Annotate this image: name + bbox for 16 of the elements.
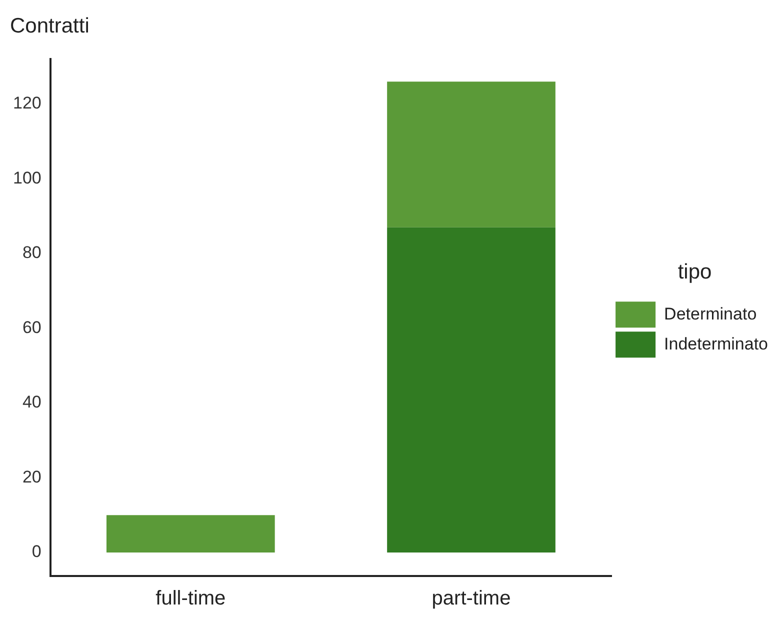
chart-title: Contratti bbox=[10, 14, 90, 38]
x-tick-label: full-time bbox=[156, 588, 226, 610]
bar bbox=[387, 82, 556, 228]
y-tick-label: 40 bbox=[22, 392, 42, 412]
y-tick-label: 0 bbox=[32, 542, 42, 562]
legend-label: Indeterminato bbox=[664, 334, 768, 354]
bar bbox=[106, 515, 275, 552]
legend-title: tipo bbox=[678, 260, 712, 284]
y-tick-label: 120 bbox=[12, 94, 42, 113]
bar bbox=[387, 227, 556, 552]
y-tick-label: 60 bbox=[22, 318, 42, 337]
y-tick-label: 80 bbox=[22, 243, 42, 262]
y-tick-label: 20 bbox=[22, 467, 42, 486]
legend-label: Determinato bbox=[664, 304, 757, 324]
x-tick-label: part-time bbox=[432, 588, 511, 610]
y-tick-label: 100 bbox=[12, 168, 42, 188]
